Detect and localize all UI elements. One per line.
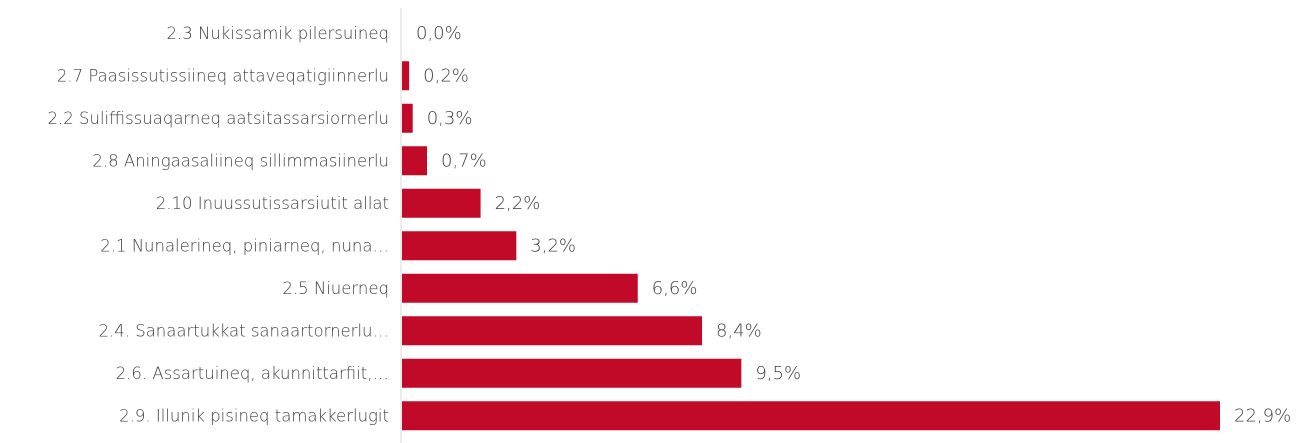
value-label: 6,6%: [652, 278, 698, 299]
value-label: 9,5%: [755, 363, 801, 384]
value-label: 0,3%: [427, 108, 473, 129]
category-label: 2.3 Nukissamik pilersuineq: [167, 24, 389, 43]
value-label: 22,9%: [1234, 405, 1291, 426]
bar: [402, 231, 517, 261]
bar: [402, 358, 742, 388]
bar: [402, 401, 1220, 431]
value-label: 2,2%: [495, 193, 541, 214]
category-label: 2.4. Sanaartukkat sanaartornerlu…: [98, 321, 389, 340]
bar: [402, 273, 638, 303]
category-label: 2.7 Paasissutissiineq attaveqatigiinnerl…: [57, 66, 389, 85]
bar: [402, 188, 481, 218]
category-label: 2.10 Inuussutissarsiutit allat: [156, 194, 389, 213]
bar: [402, 146, 428, 176]
category-label: 2.8 Aningaasaliineq sillimmasiinerlu: [92, 151, 389, 170]
category-label: 2.1 Nunalerineq, piniarneq, nuna…: [100, 236, 389, 255]
value-label: 0,0%: [416, 23, 462, 44]
bars-group: 2.3 Nukissamik pilersuineq 0,0% 2.7 Paasis…: [48, 23, 1291, 431]
value-label: 0,2%: [423, 65, 469, 86]
bar: [402, 316, 703, 346]
category-label: 2.6. Assartuineq, akunnittarfiit,…: [116, 364, 389, 383]
value-label: 3,2%: [530, 235, 576, 256]
category-label: 2.2 Suliffissuaqarneq aatsitassarsiorner…: [48, 109, 389, 128]
category-label: 2.5 Niuerneq: [282, 279, 389, 298]
bar: [402, 61, 410, 91]
value-label: 8,4%: [716, 320, 762, 341]
bar: [402, 103, 413, 133]
category-label: 2.9. Illunik pisineq tamakkerlugit: [119, 406, 389, 425]
value-label: 0,7%: [441, 150, 487, 171]
